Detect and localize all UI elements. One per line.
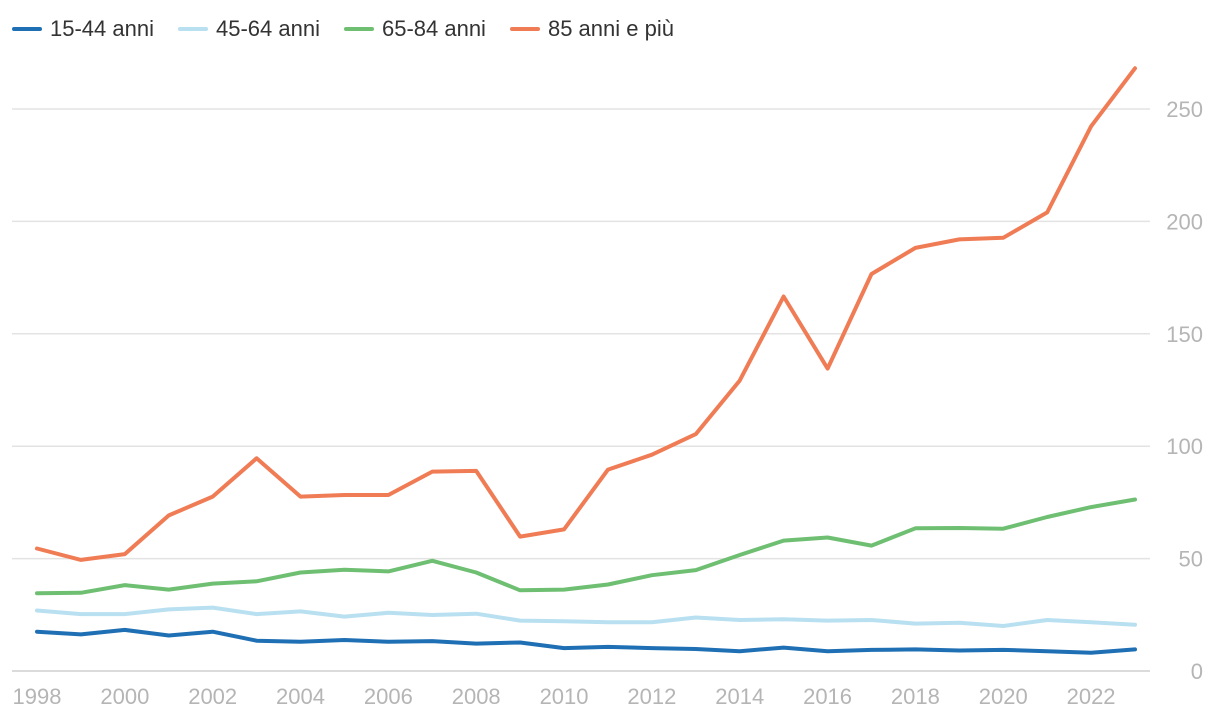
x-tick-label: 2002 — [188, 684, 237, 709]
x-tick-label: 1998 — [13, 684, 62, 709]
x-tick-label: 2006 — [364, 684, 413, 709]
series-line-1 — [35, 605, 1137, 628]
y-tick-label: 50 — [1179, 547, 1203, 572]
legend-swatch-45-64 — [177, 27, 208, 31]
legend-swatch-85-plus — [509, 27, 540, 31]
series-line-2 — [35, 497, 1137, 596]
y-tick-label: 150 — [1166, 322, 1203, 347]
x-tick-label: 2008 — [452, 684, 501, 709]
legend-label-45-64: 45-64 anni — [215, 16, 320, 41]
y-axis: 0 50 100 150 200 250 — [1166, 97, 1203, 684]
y-tick-label: 100 — [1166, 434, 1203, 459]
grid-lines — [12, 108, 1150, 672]
x-tick-label: 2004 — [276, 684, 325, 709]
x-tick-label: 2022 — [1067, 684, 1116, 709]
x-tick-label: 2020 — [979, 684, 1028, 709]
legend-swatch-65-84 — [343, 27, 374, 31]
legend-item-65-84: 65-84 anni — [343, 16, 486, 42]
legend-label-65-84: 65-84 anni — [381, 16, 486, 41]
y-tick-label: 200 — [1166, 209, 1203, 234]
y-tick-label: 0 — [1191, 659, 1203, 684]
x-tick-label: 2018 — [891, 684, 940, 709]
legend-label-85-plus: 85 anni e più — [547, 16, 674, 41]
legend-swatch-15-44 — [12, 27, 42, 31]
chart-legend: 15-44 anni 45-64 anni 65-84 anni 85 anni… — [12, 16, 698, 42]
x-tick-label: 2010 — [540, 684, 589, 709]
y-tick-label: 250 — [1166, 97, 1203, 122]
series-line-0 — [35, 627, 1137, 655]
x-tick-label: 2016 — [803, 684, 852, 709]
legend-item-45-64: 45-64 anni — [177, 16, 320, 42]
x-tick-label: 2012 — [627, 684, 676, 709]
x-axis: 1998 2000 2002 2004 2006 2008 2010 2012 2014 2016… — [13, 684, 1116, 709]
x-tick-label: 2014 — [715, 684, 764, 709]
series-lines — [35, 66, 1137, 655]
legend-label-15-44: 15-44 anni — [50, 16, 154, 41]
legend-item-15-44: 15-44 anni — [12, 16, 154, 42]
legend-item-85-plus: 85 anni e più — [509, 16, 674, 42]
series-line-3 — [35, 66, 1137, 562]
x-tick-label: 2000 — [100, 684, 149, 709]
